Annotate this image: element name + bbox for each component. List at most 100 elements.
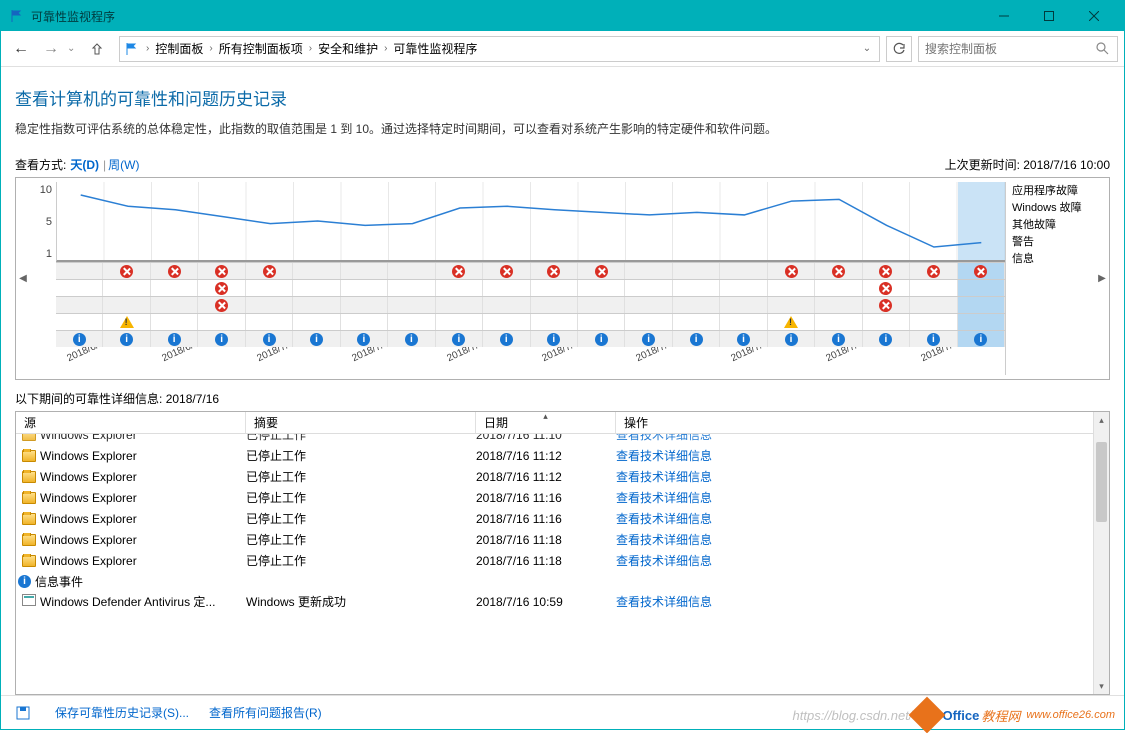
chart-cell[interactable]	[910, 331, 957, 347]
chart-scroll-left[interactable]: ◀	[16, 182, 30, 375]
chart-cell[interactable]	[483, 331, 530, 347]
chart-cell[interactable]	[531, 297, 578, 313]
chart-cell[interactable]	[103, 331, 150, 347]
chart-cell[interactable]	[863, 314, 910, 330]
chart-cell[interactable]	[958, 263, 1005, 279]
chart-cell[interactable]	[673, 297, 720, 313]
scroll-thumb[interactable]	[1096, 442, 1107, 522]
chart-cell[interactable]	[103, 314, 150, 330]
chart-cell[interactable]	[151, 263, 198, 279]
chart-cell[interactable]	[246, 314, 293, 330]
chart-cell[interactable]	[531, 314, 578, 330]
chart-cell[interactable]	[910, 297, 957, 313]
chart-cell[interactable]	[56, 297, 103, 313]
minimize-button[interactable]	[981, 1, 1026, 31]
chart-cell[interactable]	[246, 263, 293, 279]
chart-cell[interactable]	[958, 331, 1005, 347]
chart-cell[interactable]	[198, 331, 245, 347]
vertical-scrollbar[interactable]: ▴ ▾	[1093, 412, 1109, 694]
chart-cell[interactable]	[151, 280, 198, 296]
chart-cell[interactable]	[958, 280, 1005, 296]
chart-cell[interactable]	[578, 263, 625, 279]
chart-cell[interactable]	[436, 331, 483, 347]
action-link[interactable]: 查看技术详细信息	[616, 447, 1109, 464]
scroll-down-icon[interactable]: ▾	[1094, 678, 1109, 694]
chart-cell[interactable]	[625, 263, 672, 279]
table-row[interactable]: Windows Explorer已停止工作2018/7/16 11:18查看技术…	[16, 550, 1109, 571]
search-box[interactable]	[918, 36, 1118, 62]
table-row[interactable]: Windows Explorer已停止工作2018/7/16 11:12查看技术…	[16, 445, 1109, 466]
chart-cell[interactable]	[578, 280, 625, 296]
close-button[interactable]	[1071, 1, 1116, 31]
table-row[interactable]: Windows Explorer已停止工作2018/7/16 11:10查看技术…	[16, 434, 1109, 445]
chart-cell[interactable]	[151, 314, 198, 330]
chart-cell[interactable]	[673, 314, 720, 330]
chart-cell[interactable]	[768, 297, 815, 313]
chart-cell[interactable]	[341, 280, 388, 296]
chart-cell[interactable]	[293, 331, 340, 347]
chart-cell[interactable]	[341, 331, 388, 347]
forward-button[interactable]: →	[37, 35, 65, 63]
up-button[interactable]	[85, 37, 109, 61]
chart-scroll-right[interactable]: ▶	[1095, 182, 1109, 375]
col-summary[interactable]: 摘要	[246, 412, 476, 433]
chart-cell[interactable]	[483, 314, 530, 330]
chart-cell[interactable]	[958, 314, 1005, 330]
chart-cell[interactable]	[720, 297, 767, 313]
chart-cell[interactable]	[531, 263, 578, 279]
address-bar[interactable]: › 控制面板 › 所有控制面板项 › 安全和维护 › 可靠性监视程序 ⌄	[119, 36, 880, 62]
group-header[interactable]: 信息事件	[16, 571, 1109, 591]
table-row[interactable]: Windows Explorer已停止工作2018/7/16 11:12查看技术…	[16, 466, 1109, 487]
chart-cell[interactable]	[56, 331, 103, 347]
chart-cell[interactable]	[198, 314, 245, 330]
chart-cell[interactable]	[56, 263, 103, 279]
action-link[interactable]: 查看技术详细信息	[616, 593, 1109, 610]
chart-cell[interactable]	[625, 280, 672, 296]
chart-cell[interactable]	[815, 314, 862, 330]
chart-cell[interactable]	[388, 331, 435, 347]
chart-cell[interactable]	[388, 314, 435, 330]
chart-cell[interactable]	[768, 331, 815, 347]
chart-cell[interactable]	[673, 263, 720, 279]
chart-cell[interactable]	[720, 263, 767, 279]
chart-cell[interactable]	[103, 280, 150, 296]
chart-cell[interactable]	[103, 263, 150, 279]
chart-cell[interactable]	[56, 314, 103, 330]
chart-cell[interactable]	[388, 297, 435, 313]
chart-cell[interactable]	[531, 331, 578, 347]
chart-cell[interactable]	[198, 297, 245, 313]
chart-cell[interactable]	[958, 297, 1005, 313]
action-link[interactable]: 查看技术详细信息	[616, 489, 1109, 506]
chart-cell[interactable]	[246, 331, 293, 347]
view-week[interactable]: 周(W)	[108, 156, 139, 173]
chart-cell[interactable]	[56, 280, 103, 296]
view-reports-link[interactable]: 查看所有问题报告(R)	[209, 704, 322, 721]
chart-cell[interactable]	[815, 297, 862, 313]
table-row[interactable]: Windows Explorer已停止工作2018/7/16 11:16查看技术…	[16, 487, 1109, 508]
chart-cell[interactable]	[863, 280, 910, 296]
chart-cell[interactable]	[768, 263, 815, 279]
chart-cell[interactable]	[151, 297, 198, 313]
col-action[interactable]: 操作	[616, 412, 1109, 433]
table-row[interactable]: Windows Defender Antivirus 定...Windows 更…	[16, 591, 1109, 612]
chart-cell[interactable]	[341, 314, 388, 330]
chart-cell[interactable]	[815, 280, 862, 296]
crumb-3[interactable]: 可靠性监视程序	[389, 38, 481, 59]
chart-cell[interactable]	[531, 280, 578, 296]
chart-plot[interactable]	[56, 182, 1005, 262]
table-row[interactable]: Windows Explorer已停止工作2018/7/16 11:18查看技术…	[16, 529, 1109, 550]
chart-cell[interactable]	[436, 314, 483, 330]
chart-cell[interactable]	[720, 331, 767, 347]
chart-cell[interactable]	[625, 331, 672, 347]
chart-cell[interactable]	[910, 314, 957, 330]
view-day[interactable]: 天(D)	[70, 156, 99, 173]
chart-cell[interactable]	[863, 263, 910, 279]
chart-cell[interactable]	[198, 263, 245, 279]
chart-cell[interactable]	[673, 280, 720, 296]
chart-cell[interactable]	[578, 297, 625, 313]
chart-cell[interactable]	[293, 297, 340, 313]
refresh-button[interactable]	[886, 36, 912, 62]
chart-cell[interactable]	[910, 263, 957, 279]
back-button[interactable]: ←	[7, 35, 35, 63]
chart-cell[interactable]	[483, 280, 530, 296]
